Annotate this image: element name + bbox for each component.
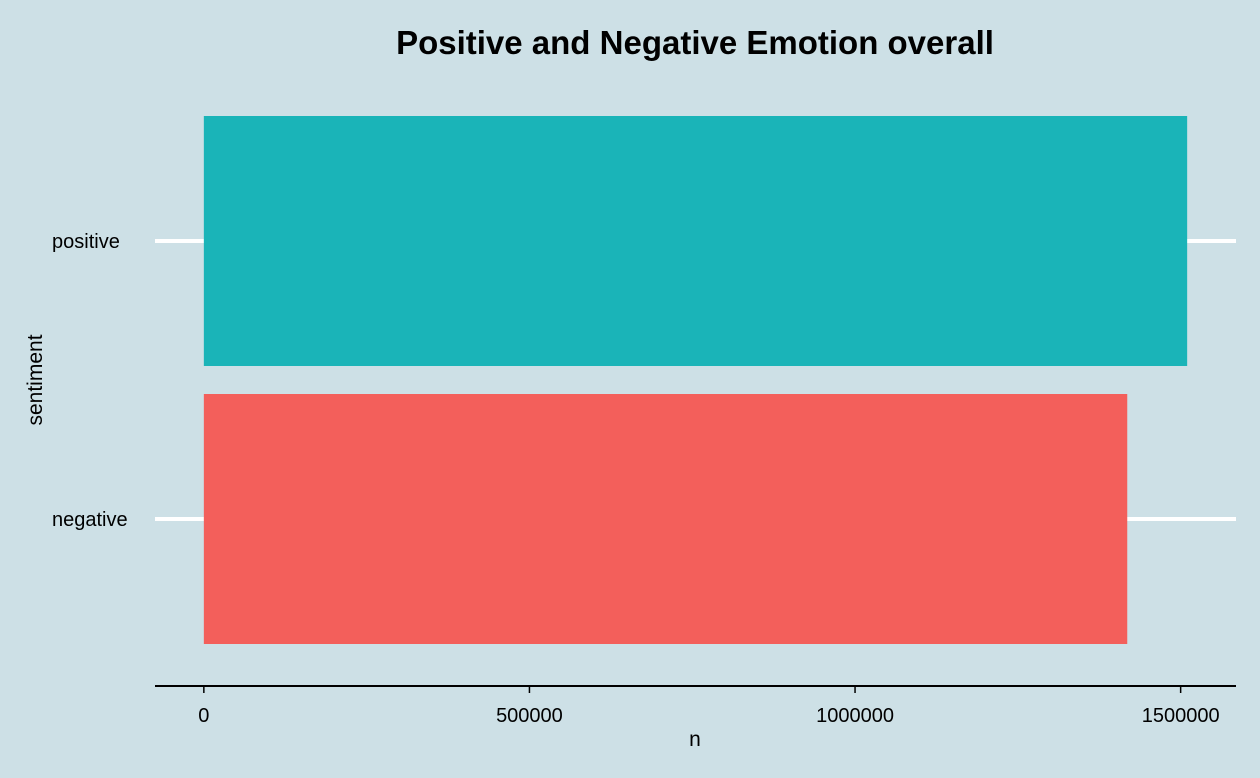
x-axis-label: n (689, 728, 701, 751)
y-tick-label-negative: negative (52, 509, 128, 531)
bar-positive (203, 116, 1188, 366)
y-tick-label-positive: positive (52, 231, 120, 253)
x-tick-label-1: 500000 (496, 705, 563, 727)
bars (203, 116, 1188, 644)
x-tick-label-3: 1500000 (1142, 705, 1220, 727)
x-tick-label-2: 1000000 (816, 705, 894, 727)
y-axis-label: sentiment (24, 334, 47, 425)
bar-negative (203, 394, 1128, 644)
chart-title: Positive and Negative Emotion overall (396, 24, 994, 61)
x-tick-label-0: 0 (198, 705, 209, 727)
y-axis-ticks: positive negative (52, 231, 128, 531)
x-axis-ticks: 0 500000 1000000 1500000 (198, 686, 1220, 727)
